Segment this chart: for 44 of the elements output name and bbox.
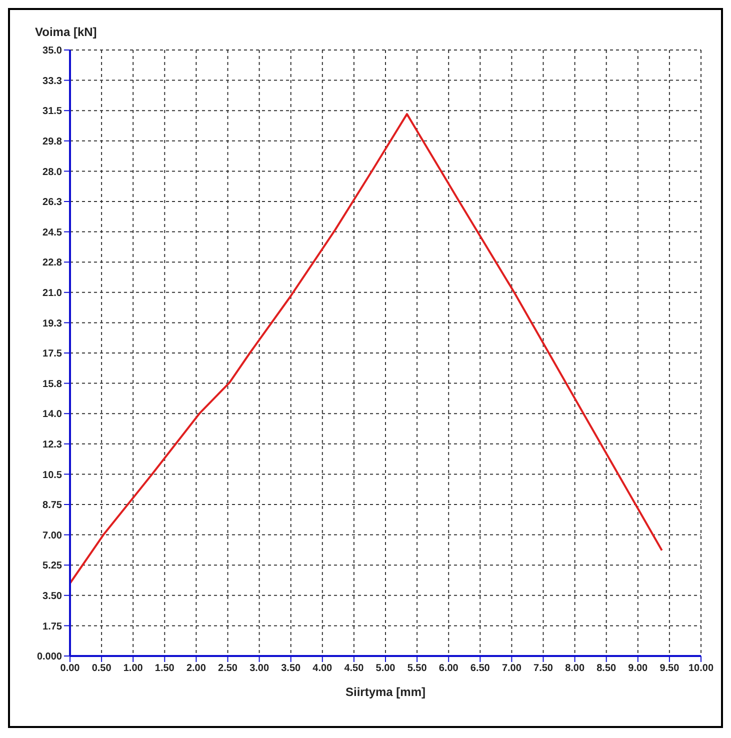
y-tick-label: 15.8 <box>42 378 62 390</box>
x-tick-label: 9.50 <box>660 663 680 674</box>
y-tick-label: 3.50 <box>42 590 62 602</box>
x-tick-label: 0.50 <box>92 663 112 674</box>
x-tick-label: 8.50 <box>596 663 617 674</box>
x-tick-label: 3.50 <box>281 663 302 674</box>
x-tick-label: 5.50 <box>407 663 428 674</box>
y-tick-label: 33.3 <box>42 76 62 87</box>
y-tick-label: 10.5 <box>42 470 62 481</box>
x-tick-label: 2.50 <box>218 663 238 674</box>
y-tick-label: 7.00 <box>42 530 62 542</box>
x-axis-title: Siirtyma [mm] <box>345 685 426 699</box>
y-tick-label: 14.0 <box>42 409 62 420</box>
x-tick-label: 6.50 <box>470 663 490 674</box>
x-tick-label: 4.00 <box>312 663 333 674</box>
y-tick-label: 29.8 <box>42 136 62 148</box>
x-tick-label: 10.00 <box>688 663 714 674</box>
y-tick-label: 0.000 <box>36 652 62 663</box>
y-axis-title: Voima [kN] <box>35 25 97 39</box>
x-tick-label: 1.00 <box>123 663 144 674</box>
x-tick-label: 3.00 <box>250 663 270 674</box>
y-tick-label: 12.3 <box>42 439 62 450</box>
x-tick-label: 8.00 <box>565 663 585 674</box>
y-tick-label: 22.8 <box>42 258 62 269</box>
x-tick-label: 1.50 <box>154 663 175 674</box>
y-tick-label: 8.75 <box>42 500 62 512</box>
y-tick-label: 21.0 <box>42 288 62 299</box>
y-tick-label: 26.3 <box>42 197 62 208</box>
x-tick-label: 2.00 <box>186 663 206 674</box>
x-tick-label: 6.00 <box>438 663 459 674</box>
y-tick-label: 31.5 <box>42 106 62 118</box>
x-tick-label: 9.00 <box>628 663 648 674</box>
x-tick-label: 7.00 <box>502 663 522 674</box>
y-tick-label: 1.75 <box>42 621 62 632</box>
y-tick-label: 28.0 <box>42 166 62 178</box>
y-tick-label: 17.5 <box>42 348 62 360</box>
x-tick-label: 7.50 <box>534 663 554 674</box>
y-tick-label: 19.3 <box>42 318 62 330</box>
x-tick-label: 4.50 <box>344 663 364 674</box>
y-tick-label: 24.5 <box>42 227 62 238</box>
x-tick-label: 0.00 <box>60 663 80 674</box>
y-tick-label: 35.0 <box>42 46 62 57</box>
x-tick-label: 5.00 <box>376 663 396 674</box>
y-tick-label: 5.25 <box>42 560 62 572</box>
